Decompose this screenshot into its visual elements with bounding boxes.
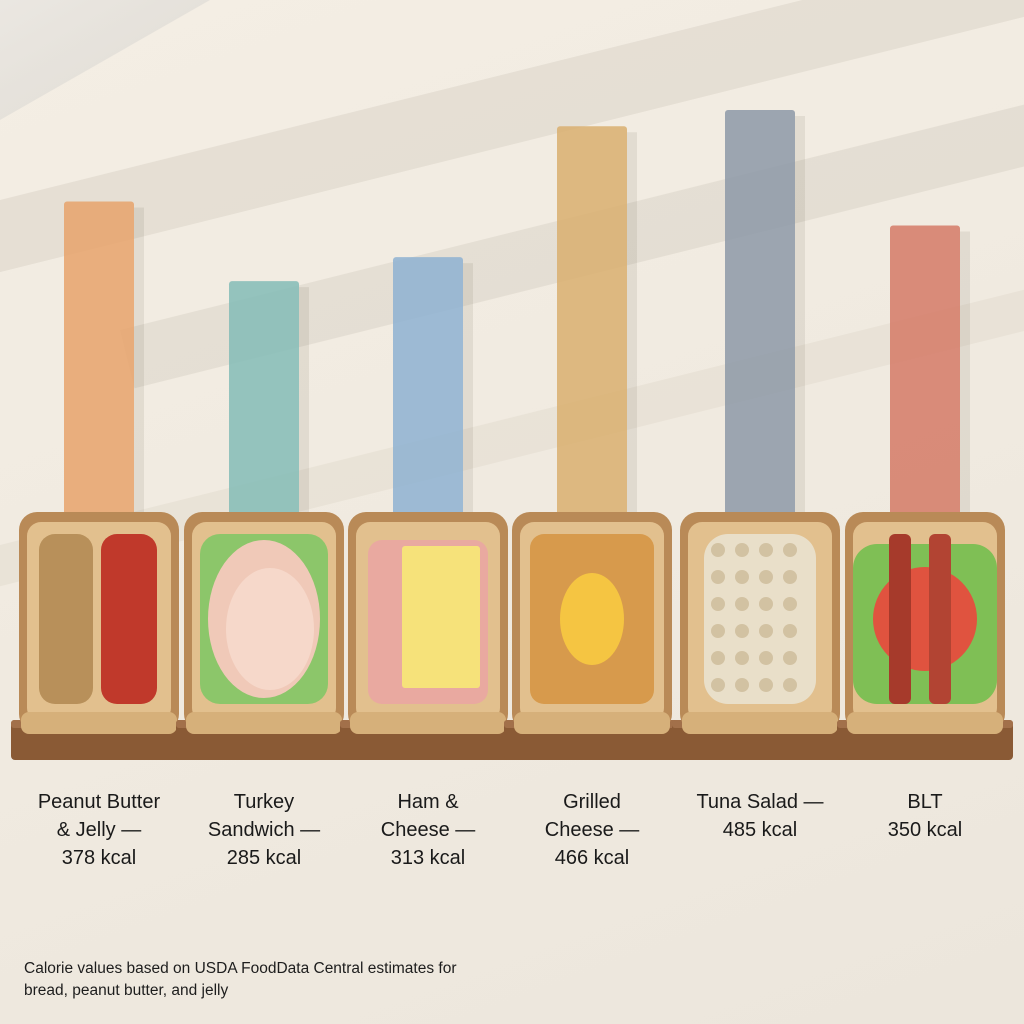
bar-shadow bbox=[463, 263, 473, 525]
bar-label-4: Tuna Salad — 485 kcal bbox=[696, 791, 824, 841]
bar-4 bbox=[725, 110, 795, 525]
grilled-cheese-icon bbox=[504, 512, 680, 760]
bar-shadow bbox=[134, 207, 144, 525]
footnote: Calorie values based on USDA FoodData Ce… bbox=[24, 960, 457, 999]
bar-2 bbox=[393, 257, 463, 525]
bar-5 bbox=[890, 225, 960, 526]
bar-label-2: Ham & Cheese — 313 kcal bbox=[380, 791, 476, 869]
blt-icon bbox=[837, 512, 1013, 760]
bars-layer bbox=[64, 110, 970, 526]
peanut-butter-jelly-icon bbox=[11, 512, 187, 760]
bar-0 bbox=[64, 201, 134, 525]
turkey-sandwich-icon bbox=[176, 512, 352, 760]
bar-label-3: Grilled Cheese — 466 kcal bbox=[544, 791, 640, 869]
bar-3 bbox=[557, 126, 627, 526]
bar-label-5: BLT 350 kcal bbox=[887, 791, 963, 841]
bar-label-1: Turkey Sandwich — 285 kcal bbox=[207, 791, 321, 869]
bar-1 bbox=[229, 281, 299, 525]
bar-shadow bbox=[627, 132, 637, 525]
sandwich-layer bbox=[11, 512, 1013, 760]
tuna-salad-icon bbox=[672, 512, 848, 760]
bar-shadow bbox=[299, 287, 309, 525]
bar-label-0: Peanut Butter & Jelly — 378 kcal bbox=[37, 791, 161, 869]
bar-shadow bbox=[960, 231, 970, 526]
bar-shadow bbox=[795, 116, 805, 525]
ham-cheese-icon bbox=[340, 512, 516, 760]
